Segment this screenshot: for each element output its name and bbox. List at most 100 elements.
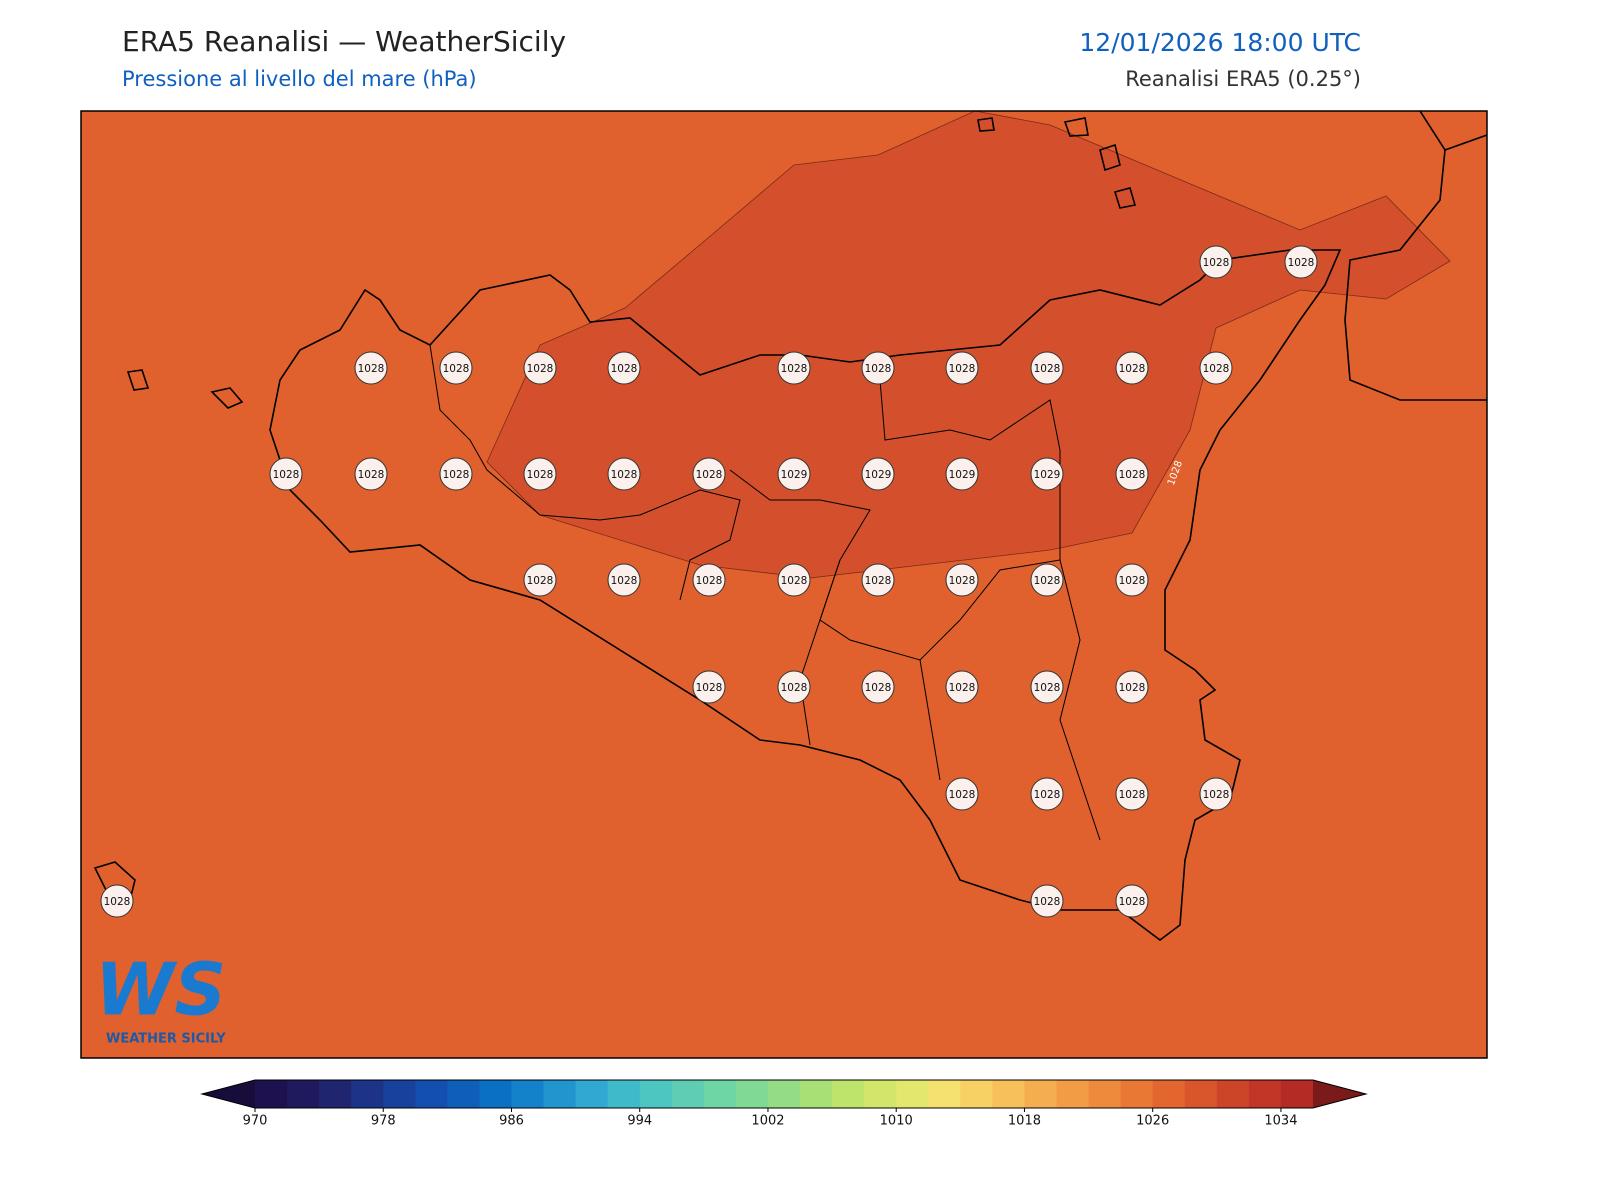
station-value: 1028: [949, 363, 976, 375]
station-marker: [945, 563, 979, 597]
colorbar-tick-label: 970: [243, 1114, 268, 1129]
colorbar-tick-label: 1034: [1264, 1114, 1297, 1129]
colorbar-segment: [543, 1080, 577, 1108]
station-value: 1028: [696, 469, 723, 481]
station-value: 1028: [781, 363, 808, 375]
station-marker: [354, 457, 388, 491]
colorbar-segment: [255, 1080, 288, 1108]
station-marker: [1115, 777, 1149, 811]
pressure-region: [486, 111, 1451, 579]
colorbar-segment: [575, 1080, 609, 1108]
station-marker: [692, 563, 726, 597]
station-value: 1028: [1034, 789, 1061, 801]
station-marker: [777, 670, 811, 704]
station-value: 1028: [865, 363, 892, 375]
station-value: 1028: [949, 789, 976, 801]
station-marker: [1030, 884, 1064, 918]
station-value: 1028: [527, 469, 554, 481]
station-value: 1028: [865, 575, 892, 587]
colorbar-segment: [800, 1080, 833, 1108]
colorbar-tick-label: 994: [627, 1114, 652, 1129]
colorbar-segment: [832, 1080, 865, 1108]
station-marker: [1115, 563, 1149, 597]
datetime: 12/01/2026 18:00 UTC: [1079, 28, 1361, 57]
station-marker: [861, 457, 895, 491]
colorbar-segment: [287, 1080, 320, 1108]
map-frame: [80, 110, 1488, 1059]
colorbar-segment: [896, 1080, 929, 1108]
colorbar-segment: [1024, 1080, 1058, 1108]
colorbar-segment: [1088, 1080, 1122, 1108]
colorbar-segment: [1280, 1080, 1314, 1108]
station-value: 1028: [1119, 575, 1146, 587]
station-value: 1028: [781, 575, 808, 587]
station-value: 1028: [949, 682, 976, 694]
station-marker: [1115, 884, 1149, 918]
station-marker: [692, 670, 726, 704]
colorbar-segment: [1152, 1080, 1186, 1108]
station-value: 1028: [1288, 257, 1315, 269]
station-value: 1028: [527, 575, 554, 587]
station-marker: [1115, 670, 1149, 704]
colorbar-segment: [383, 1080, 416, 1108]
station-marker: [861, 670, 895, 704]
station-marker: [354, 351, 388, 385]
colorbar-segment: [1216, 1080, 1250, 1108]
colorbar-tick-label: 1010: [880, 1114, 913, 1129]
colorbar-segment: [864, 1080, 897, 1108]
station-marker: [100, 884, 134, 918]
colorbar-segment: [671, 1080, 705, 1108]
station-value: 1029: [1034, 469, 1061, 481]
colorbar-segment: [415, 1080, 448, 1108]
station-marker: [1030, 777, 1064, 811]
colorbar-segment: [607, 1080, 641, 1108]
station-marker: [1030, 351, 1064, 385]
station-marker: [777, 563, 811, 597]
station-value: 1028: [1119, 363, 1146, 375]
station-value: 1028: [1119, 789, 1146, 801]
station-marker: [861, 351, 895, 385]
station-value: 1028: [1034, 682, 1061, 694]
colorbar-tick-label: 1026: [1136, 1114, 1169, 1129]
colorbar-segment: [479, 1080, 512, 1108]
colorbar-segment: [319, 1080, 352, 1108]
station-marker: [1115, 351, 1149, 385]
station-marker: [607, 563, 641, 597]
colorbar-segment: [735, 1080, 769, 1108]
station-value: 1028: [611, 469, 638, 481]
colorbar-segment: [351, 1080, 384, 1108]
station-value: 1028: [443, 469, 470, 481]
station-value: 1028: [527, 363, 554, 375]
station-marker: [439, 457, 473, 491]
station-value: 1028: [358, 469, 385, 481]
station-marker: [1115, 457, 1149, 491]
colorbar-segment: [992, 1080, 1025, 1108]
station-value: 1028: [696, 575, 723, 587]
station-marker: [1030, 563, 1064, 597]
station-value: 1028: [1034, 363, 1061, 375]
colorbar-tick-label: 978: [371, 1114, 396, 1129]
colorbar-segment: [447, 1080, 480, 1108]
station-value: 1028: [1203, 257, 1230, 269]
station-value: 1028: [104, 896, 131, 908]
station-value: 1028: [273, 469, 300, 481]
station-value: 1028: [865, 682, 892, 694]
station-marker: [692, 457, 726, 491]
colorbar-segment: [1248, 1080, 1282, 1108]
station-value: 1028: [1119, 896, 1146, 908]
station-marker: [607, 351, 641, 385]
station-value: 1029: [949, 469, 976, 481]
colorbar-segment: [703, 1080, 737, 1108]
station-marker: [523, 457, 557, 491]
station-marker: [269, 457, 303, 491]
title: ERA5 Reanalisi — WeatherSicily: [122, 25, 566, 58]
station-value: 1028: [1119, 469, 1146, 481]
subtitle: Pressione al livello del mare (hPa): [122, 67, 477, 91]
source: Reanalisi ERA5 (0.25°): [1125, 67, 1361, 91]
colorbar-segment: [1184, 1080, 1218, 1108]
colorbar-extend-high: [1313, 1080, 1366, 1108]
colorbar-tick-label: 986: [499, 1114, 524, 1129]
station-value: 1029: [865, 469, 892, 481]
station-value: 1028: [696, 682, 723, 694]
